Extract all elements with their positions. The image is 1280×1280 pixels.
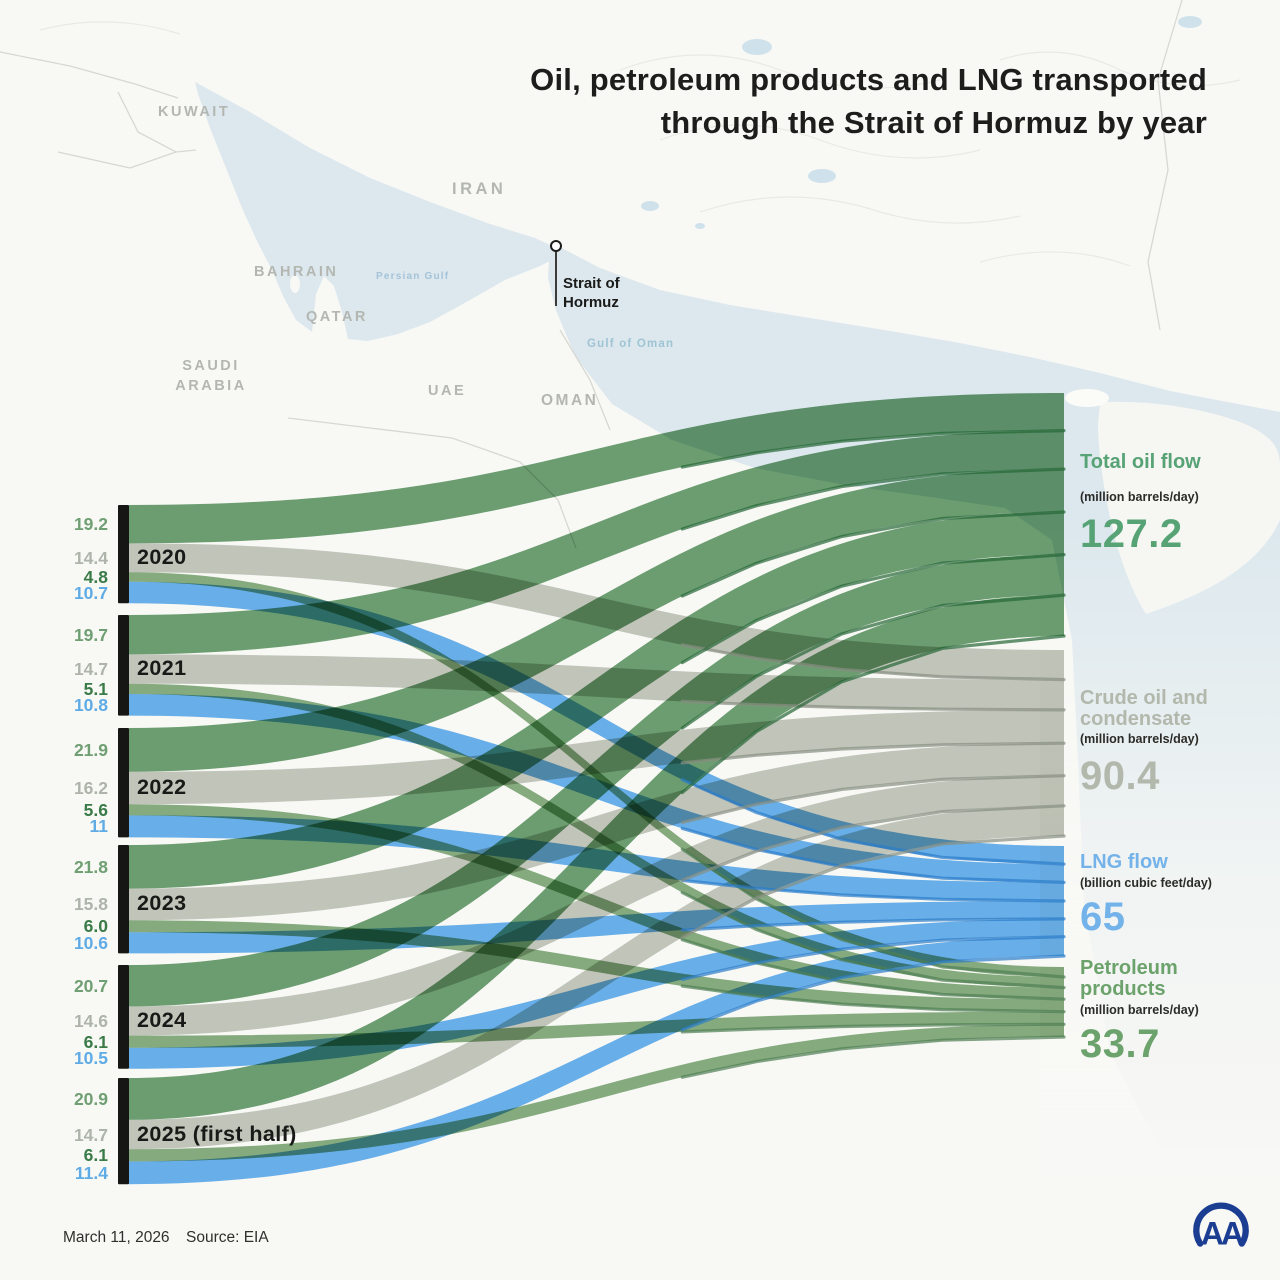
year-bar-2020 — [118, 505, 129, 604]
flow-separator — [680, 1035, 1066, 1079]
lakes — [641, 16, 1202, 229]
flow-separator — [680, 954, 1066, 1032]
flow-separator — [680, 917, 1066, 932]
flow-separator — [680, 984, 1066, 1014]
flow-separator — [680, 643, 1066, 682]
flow-separator — [680, 847, 1066, 979]
flow-separator — [680, 553, 1066, 665]
flow-ribbon-total_oil — [129, 393, 1064, 544]
flow-separator — [680, 891, 1066, 990]
year-bar-2021 — [118, 615, 129, 716]
sandbank — [1065, 389, 1109, 407]
map-layer — [0, 0, 1280, 1180]
flow-ribbon-crude — [129, 805, 1064, 1150]
flow-ribbon-lng — [129, 918, 1064, 1069]
year-bar-2022 — [118, 728, 129, 838]
flow-separator — [680, 938, 1066, 1001]
flow-ribbon-total_oil — [129, 512, 1064, 889]
sankey-flows — [129, 393, 1064, 1185]
flow-separator — [680, 593, 1066, 730]
flow-separators — [680, 429, 1066, 1079]
flow-separator — [680, 429, 1066, 469]
flow-separator — [680, 699, 1066, 712]
year-bar-2025 (first half) — [118, 1078, 129, 1185]
flow-ribbon-total_oil — [129, 469, 1064, 772]
year-bar-2024 — [118, 965, 129, 1069]
country-borders — [0, 0, 1183, 549]
flow-separator — [680, 804, 1066, 882]
flow-separator — [680, 634, 1066, 795]
flow-ribbon-total_oil — [129, 595, 1064, 1120]
flow-separator — [680, 935, 1066, 981]
bahrain-island — [290, 275, 300, 293]
flow-ribbon-total_oil — [129, 554, 1064, 1007]
flow-separator — [680, 510, 1066, 598]
flow-separator — [680, 778, 1066, 866]
callout-marker-icon — [550, 240, 562, 252]
year-bar-2023 — [118, 845, 129, 954]
flow-ribbon-crude — [129, 775, 1064, 1036]
flow-ribbon-lng — [129, 936, 1064, 1185]
flow-ribbon-petroleum — [129, 1024, 1064, 1162]
flow-ribbon-lng — [129, 581, 1064, 865]
flow-ribbon-total_oil — [129, 430, 1064, 655]
flow-separator — [680, 1022, 1066, 1034]
flow-separator — [680, 834, 1066, 939]
terrain-texture — [39, 21, 1241, 267]
sea-fade-overlay — [1040, 520, 1280, 1180]
flow-separator — [680, 741, 1066, 765]
flow-separator — [680, 774, 1066, 824]
flow-separator — [680, 878, 1066, 903]
flow-ribbon-crude — [129, 743, 1064, 921]
flow-separator — [680, 467, 1066, 531]
flow-ribbon-crude — [129, 709, 1064, 805]
year-node-bars — [118, 505, 129, 1185]
persian-gulf-water — [195, 82, 556, 341]
